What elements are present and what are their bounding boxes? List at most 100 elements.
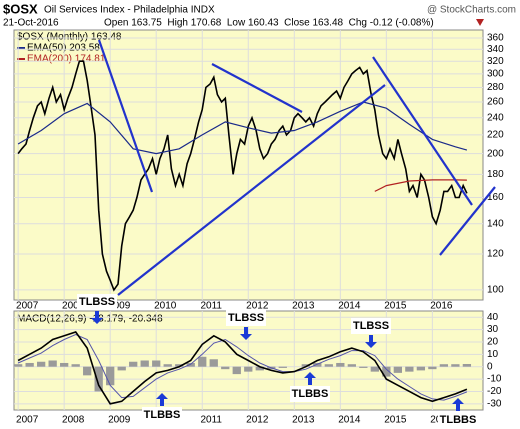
annotation-box [77,294,117,310]
histogram-bar [25,362,34,367]
annotation-box [351,318,391,334]
histogram-bar [416,366,426,371]
histogram-bar [439,364,449,367]
x-tick-label: 2008 [62,301,85,312]
annotation-arrow [365,335,377,348]
histogram-bar [405,366,414,372]
date: 21-Oct-2016 [3,18,59,29]
histogram-bar [221,366,230,370]
ema-line [17,101,468,155]
annotation: TLBBS [144,409,181,421]
histogram-bar [198,356,207,367]
legend-entry: EMA(200) 174.81 [27,54,106,65]
annotation: TLBSS [353,320,389,332]
x-tick-label: 2014 [338,301,361,312]
trendlines [97,39,496,296]
quote: Open 163.75 High 170.68 Low 160.43 Close… [104,18,434,29]
x-tick-label: 2011 [200,301,222,312]
x-tick-label: 2009 [108,301,131,312]
x-tick-label: 2015 [384,301,407,312]
x-tick-label: 2008 [62,415,85,426]
y-tick-label: 100 [487,285,504,296]
legend-entry: $OSX (Monthly) 163.48 [17,32,122,43]
trendline [97,39,154,193]
histogram-bar [106,366,115,386]
histogram-bar [451,364,460,367]
histogram-bar [255,366,264,371]
histogram-bar [37,361,46,367]
annotation-arrow [156,393,168,406]
macd-title: MACD(12,26,9) -18.179, -20.348 [17,314,163,325]
histogram-bar [359,366,368,368]
annotation-box [438,412,478,428]
y-tick-label: 280 [487,82,504,93]
histogram-bar [462,364,472,367]
x-tick-label: 2007 [16,415,39,426]
histogram-bar [278,366,287,368]
x-tick-label: 2011 [200,415,222,426]
y-tick-label: 360 [487,33,504,44]
chart-title: Oil Services Index - Philadelphia INDX [44,5,215,16]
histogram-bar [48,360,57,367]
y-tick-label: 30 [487,324,499,335]
histogram-bar [163,364,172,367]
y-tick-label: -10 [487,374,502,385]
histogram-bar [301,364,310,367]
x-tick-label: 2016 [430,301,453,312]
annotation-arrow [452,398,464,411]
histogram-bar [393,366,402,373]
y-tick-label: 200 [487,148,504,159]
x-tick-label: 2015 [384,415,407,426]
y-tick-label: -20 [487,386,502,397]
histogram-bar [60,362,69,367]
x-tick-label: 2014 [338,415,361,426]
annotation-arrow [240,327,252,340]
y-tick-label: 260 [487,97,504,108]
histogram-bar [370,366,379,372]
y-tick-label: 20 [487,337,499,348]
y-tick-label: 240 [487,112,504,123]
histogram-bar [244,366,253,372]
histogram-bar [129,361,138,367]
histogram-bar [83,366,92,376]
histogram-bar [175,364,184,367]
x-tick-label: 2012 [246,301,269,312]
y-tick-label: 220 [487,130,504,141]
y-tick-label: 140 [487,218,504,229]
y-tick-label: 180 [487,169,504,180]
histogram-bar [209,359,218,367]
y-tick-label: 40 [487,312,499,323]
histogram-bar [140,360,149,367]
annotation-box [226,310,266,326]
histogram-bar [94,366,103,392]
histogram-bar [324,364,333,367]
histogram-bar [152,360,161,367]
histogram-bar [382,366,391,377]
legend-entry: EMA(50) 203.58 [27,43,100,54]
y-tick-label: -30 [487,398,502,409]
trendline [372,56,473,206]
annotation-box [142,407,182,423]
signal-line [17,333,468,401]
y-tick-label: 0 [487,361,493,372]
histogram-bar [117,366,126,371]
x-tick-label: 2009 [108,415,131,426]
x-tick-label: 2010 [154,301,177,312]
trendline [117,84,386,296]
histogram-bar [336,362,345,367]
trendline [211,63,303,113]
histogram-bar [14,364,23,367]
macd-line [17,331,468,405]
source: @ StockCharts.com [427,5,516,16]
down-arrow [476,19,484,26]
annotation-box [290,386,330,402]
histogram-bar [186,362,195,367]
histogram-bar [313,362,322,367]
y-tick-label: 320 [487,56,504,67]
x-tick-label: 2013 [292,301,315,312]
x-tick-label: 2013 [292,415,315,426]
annotation: TLBSS [228,312,264,324]
y-tick-label: 10 [487,349,499,360]
trendline [439,186,496,256]
